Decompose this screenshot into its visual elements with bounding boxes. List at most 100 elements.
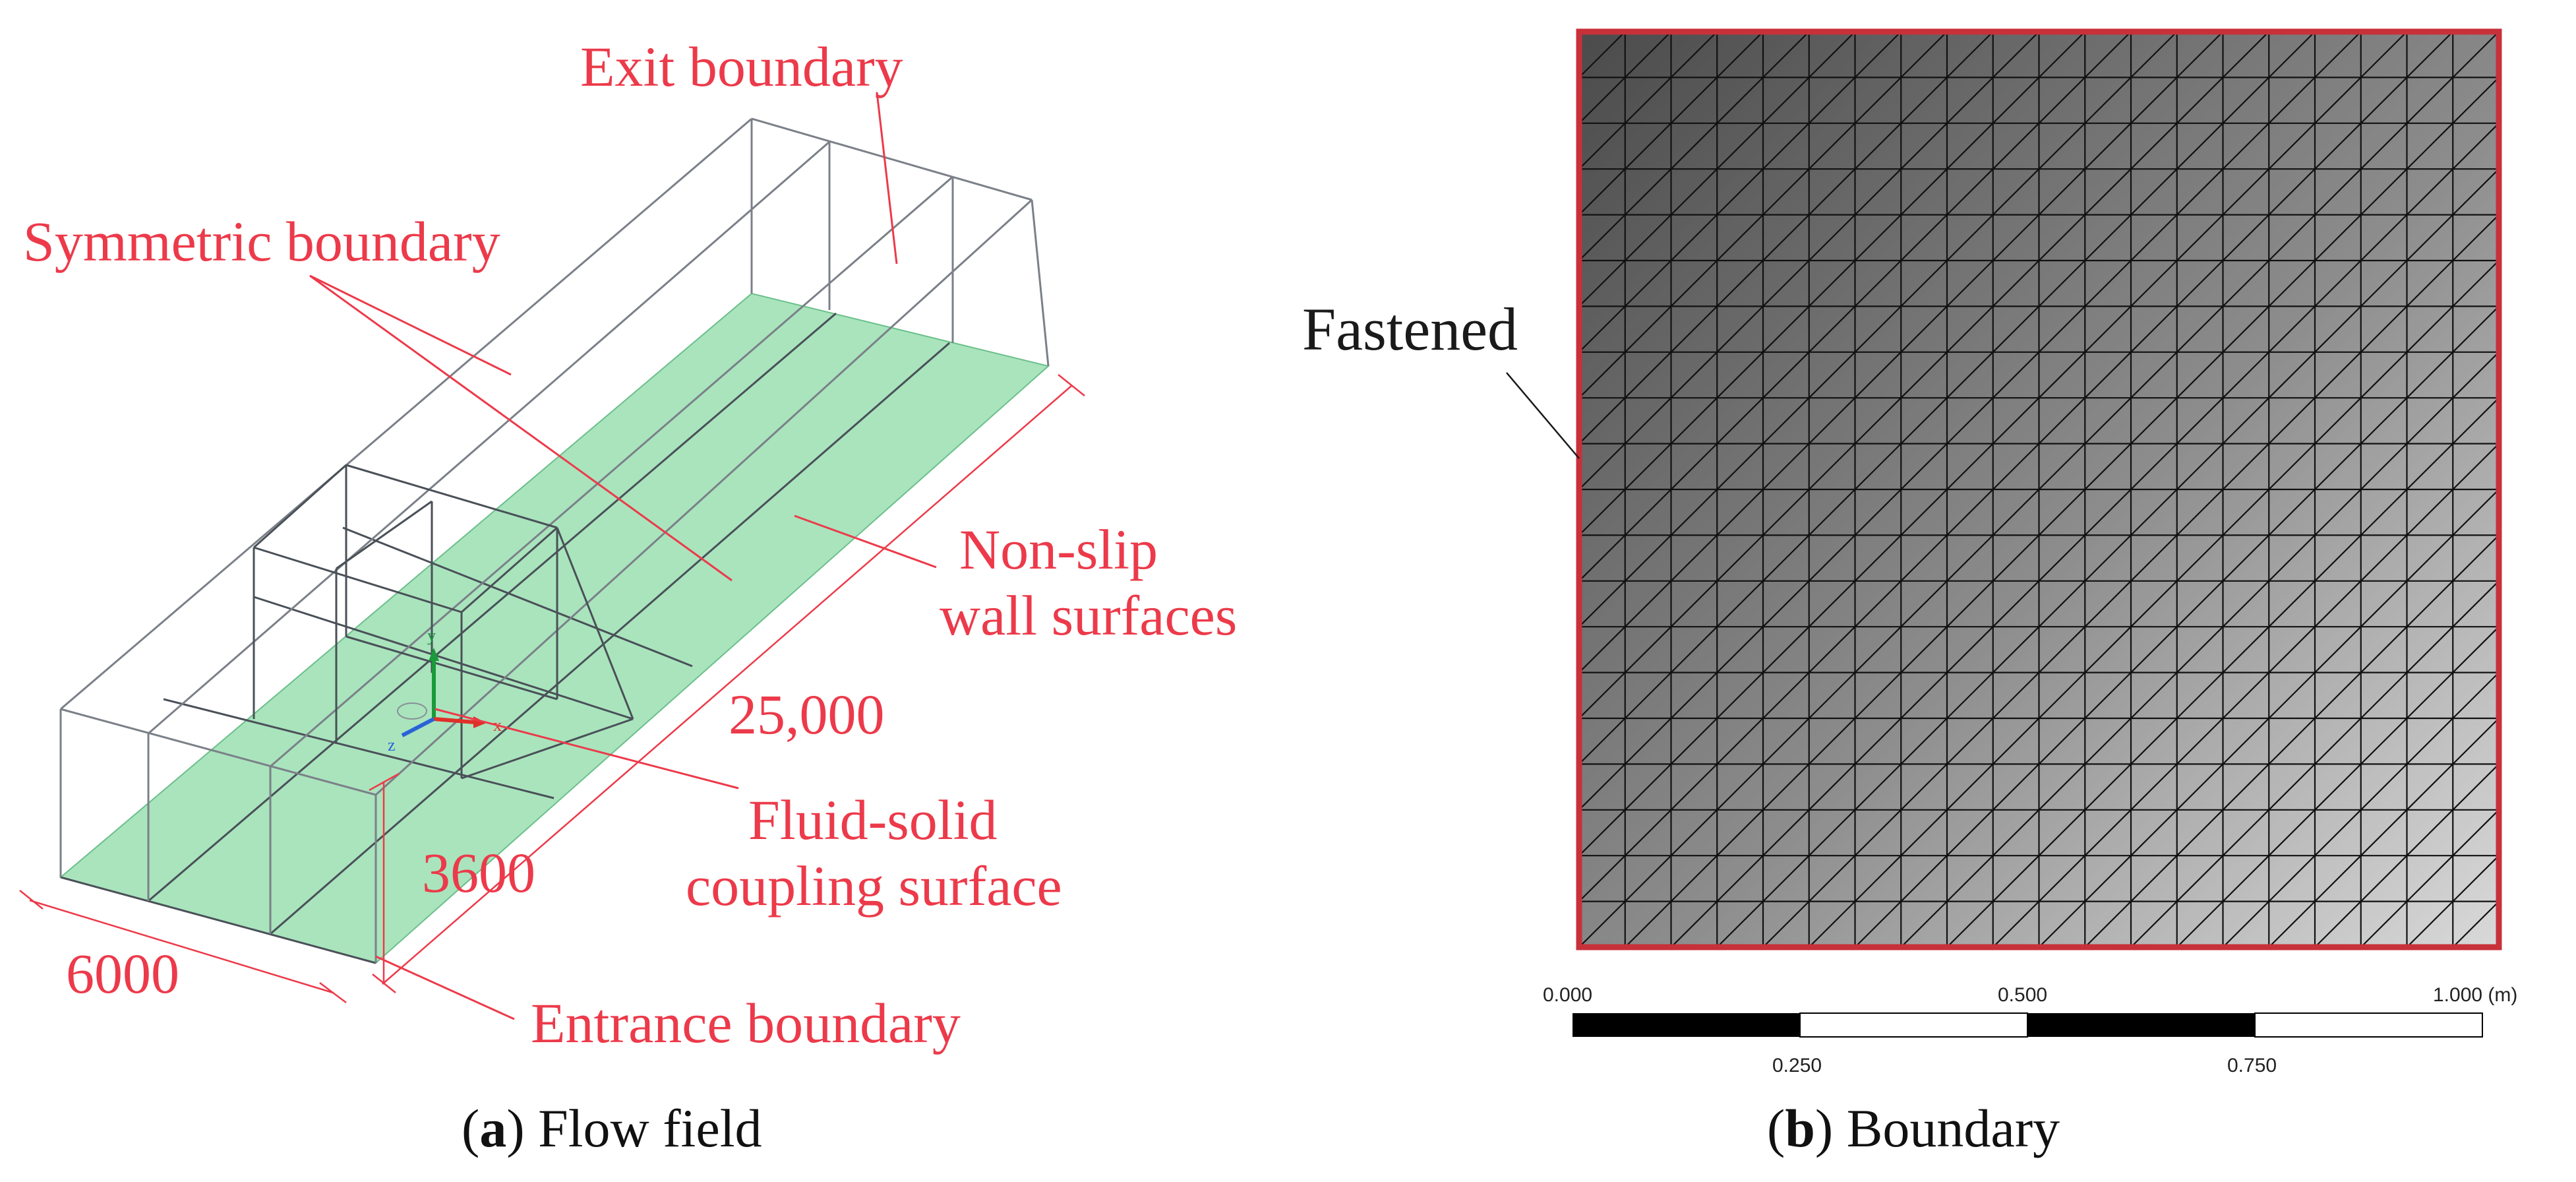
mesh-diagonal-line	[1946, 763, 1994, 811]
mesh-diagonal-line	[2360, 443, 2408, 490]
mesh-diagonal-line	[1900, 580, 1948, 627]
mesh-diagonal-line	[1716, 489, 1764, 536]
scale-tick-0-75: 0.750	[2227, 1055, 2277, 1076]
mesh-diagonal-line	[1624, 123, 1672, 170]
mesh-diagonal-line	[1900, 77, 1948, 124]
mesh-diagonal-line	[1762, 168, 1810, 216]
mesh-diagonal-line	[2222, 489, 2270, 536]
mesh-diagonal-line	[2360, 534, 2408, 582]
mesh-diagonal-line	[2268, 77, 2316, 124]
mesh-diagonal-line	[1992, 77, 2040, 124]
mesh-diagonal-line	[2406, 489, 2454, 536]
mesh-diagonal-line	[2130, 77, 2178, 124]
mesh-diagonal-line	[2130, 626, 2178, 673]
mesh-diagonal-line	[1992, 671, 2040, 719]
mesh-diagonal-line	[1578, 809, 1626, 856]
mesh-diagonal-line	[2314, 31, 2362, 78]
mesh-diagonal-line	[2084, 214, 2132, 261]
mesh-diagonal-line	[2130, 305, 2178, 353]
mesh-diagonal-line	[1808, 809, 1856, 856]
mesh-diagonal-line	[1624, 397, 1672, 445]
mesh-diagonal-line	[1670, 718, 1718, 765]
mesh-diagonal-line	[1900, 534, 1948, 582]
mesh-diagonal-line	[1624, 900, 1672, 948]
mesh-diagonal-line	[2130, 397, 2178, 445]
mesh-diagonal-line	[1900, 31, 1948, 78]
mesh-diagonal-line	[2038, 397, 2086, 445]
mesh-diagonal-line	[2038, 763, 2086, 811]
mesh-diagonal-line	[2176, 31, 2224, 78]
mesh-diagonal-line	[2222, 168, 2270, 216]
mesh-diagonal-line	[2084, 77, 2132, 124]
mesh-diagonal-line	[2452, 489, 2500, 536]
mesh-diagonal-line	[2406, 763, 2454, 811]
mesh-diagonal-line	[2452, 305, 2500, 353]
mesh-diagonal-line	[1854, 580, 1902, 627]
z-axis-label: z	[388, 735, 396, 755]
mesh-diagonal-line	[1992, 260, 2040, 307]
mesh-diagonal-line	[1946, 489, 1994, 536]
mesh-diagonal-line	[1762, 718, 1810, 765]
mesh-diagonal-line	[1946, 809, 1994, 856]
mesh-diagonal-line	[1624, 580, 1672, 627]
mesh-diagonal-line	[1762, 809, 1810, 856]
mesh-diagonal-line	[2038, 214, 2086, 261]
mesh-diagonal-line	[1670, 855, 1718, 902]
mesh-diagonal-line	[2222, 626, 2270, 673]
mesh-diagonal-line	[2130, 352, 2178, 398]
mesh-diagonal-line	[2222, 809, 2270, 856]
fastened-leader	[1506, 372, 1580, 459]
mesh-diagonal-line	[2452, 77, 2500, 124]
mesh-diagonal-line	[2038, 534, 2086, 582]
non-slip-label-line1: Non-slip	[959, 518, 1158, 581]
mesh-diagonal-line	[1946, 260, 1994, 307]
mesh-diagonal-line	[1578, 763, 1626, 811]
mesh-diagonal-line	[1762, 443, 1810, 490]
mesh-diagonal-line	[2222, 260, 2270, 307]
mesh-diagonal-line	[2314, 580, 2362, 627]
scale-tick-0-5: 0.500	[1998, 984, 2047, 1006]
mesh-diagonal-line	[1854, 260, 1902, 307]
mesh-diagonal-line	[2406, 718, 2454, 765]
caption-a-letter: a	[479, 1098, 506, 1158]
mesh-diagonal-line	[2268, 443, 2316, 490]
mesh-diagonal-line	[1716, 260, 1764, 307]
mesh-diagonal-line	[2176, 168, 2224, 216]
mesh-diagonal-line	[1578, 123, 1626, 170]
mesh-diagonal-line	[2084, 31, 2132, 78]
mesh-diagonal-line	[1900, 671, 1948, 719]
mesh-diagonal-line	[2452, 718, 2500, 765]
mesh-diagonal-line	[2452, 352, 2500, 398]
mesh-diagonal-line	[1578, 168, 1626, 216]
mesh-diagonal-line	[1762, 305, 1810, 353]
mesh-diagonal-line	[2222, 534, 2270, 582]
y-axis-label: y	[427, 626, 436, 645]
axes-triad: y x z	[388, 626, 502, 755]
mesh-diagonal-line	[1624, 443, 1672, 490]
scale-tick-0: 0.000	[1543, 984, 1592, 1006]
mesh-diagonal-line	[1670, 305, 1718, 353]
mesh-diagonal-line	[1808, 489, 1856, 536]
mesh-diagonal-line	[1946, 534, 1994, 582]
mesh-diagonal-line	[1578, 718, 1626, 765]
mesh-diagonal-line	[1900, 305, 1948, 353]
mesh-diagonal-line	[1578, 626, 1626, 673]
mesh-diagonal-line	[2406, 77, 2454, 124]
mesh-diagonal-line	[1946, 352, 1994, 398]
mesh-diagonal-line	[2406, 580, 2454, 627]
mesh-diagonal-line	[1808, 718, 1856, 765]
caption-b-letter: b	[1785, 1098, 1815, 1158]
mesh-diagonal-line	[1854, 718, 1902, 765]
mesh-diagonal-line	[2130, 900, 2178, 948]
mesh-diagonal-line	[1762, 855, 1810, 902]
mesh-diagonal-line	[2314, 900, 2362, 948]
mesh-diagonal-line	[1808, 626, 1856, 673]
mesh-diagonal-line	[2176, 855, 2224, 902]
entrance-boundary-label: Entrance boundary	[531, 991, 961, 1055]
mesh-diagonal-line	[2360, 352, 2408, 398]
mesh-diagonal-line	[1578, 855, 1626, 902]
mesh-diagonal-line	[2268, 580, 2316, 627]
mesh-diagonal-line	[2176, 809, 2224, 856]
mesh-diagonal-line	[1992, 809, 2040, 856]
mesh-diagonal-line	[1854, 305, 1902, 353]
